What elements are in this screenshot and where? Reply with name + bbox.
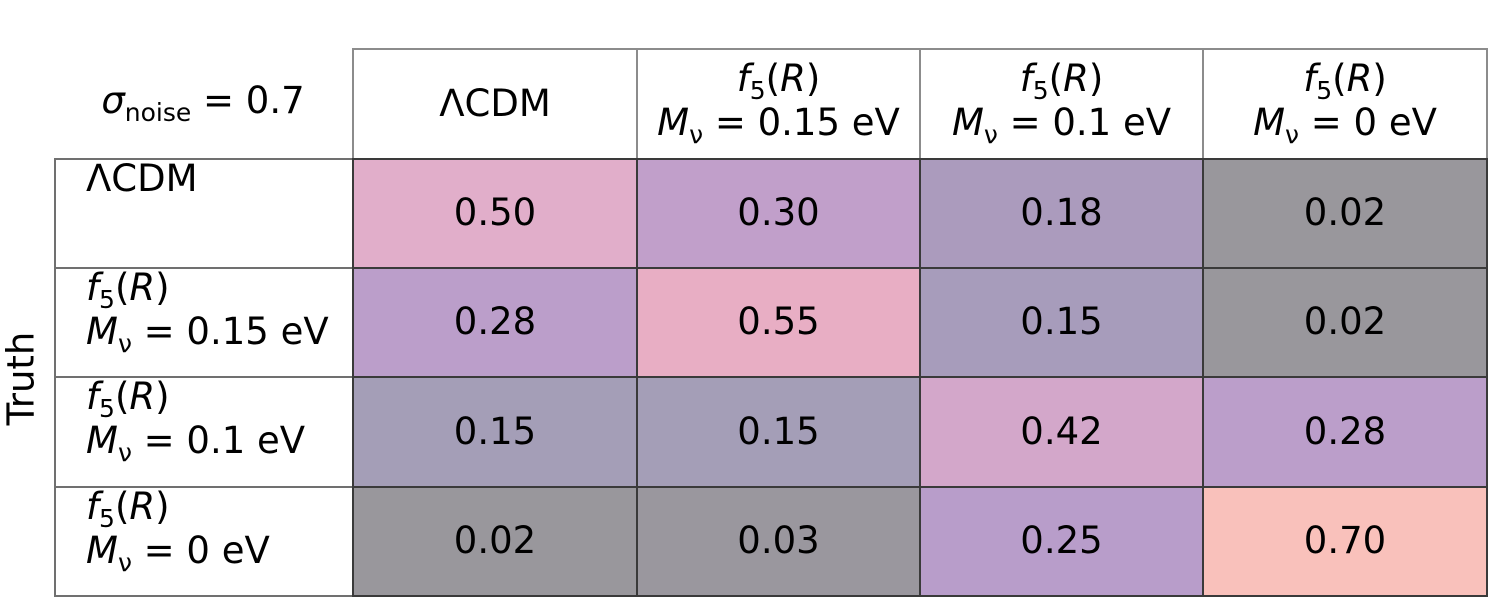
column-header-2: f5(R) Mν = 0.1 eV <box>919 48 1204 160</box>
matrix-cell-1-0: 0.28 <box>352 267 638 378</box>
matrix-cell-2-2: 0.42 <box>919 376 1204 488</box>
corner-value: = 0.7 <box>191 79 305 122</box>
row-label-2: f5(R) Mν = 0.1 eV <box>54 376 354 488</box>
column-header-0: ΛCDM <box>352 48 638 160</box>
column-header-3-line1: f5(R) <box>1303 56 1387 105</box>
matrix-cell-3-0: 0.02 <box>352 486 638 597</box>
matrix-cell-2-3: 0.28 <box>1202 376 1488 488</box>
row-label-1: f5(R) Mν = 0.15 eV <box>54 267 354 378</box>
matrix-cell-1-1: 0.55 <box>636 267 921 378</box>
column-header-1-line1: f5(R) <box>736 56 821 105</box>
y-axis-label-text: Truth <box>0 331 43 425</box>
corner-label: σnoise = 0.7 <box>54 48 352 158</box>
column-header-2-line1: f5(R) <box>1019 56 1104 105</box>
matrix-cell-0-3: 0.02 <box>1202 158 1488 269</box>
matrix-cell-2-1: 0.15 <box>636 376 921 488</box>
column-header-1: f5(R) Mν = 0.15 eV <box>636 48 921 160</box>
row-label-3-line2: Mν = 0 eV <box>86 529 270 578</box>
row-label-3: f5(R) Mν = 0 eV <box>54 486 354 597</box>
column-header-1-line2: Mν = 0.15 eV <box>657 101 900 149</box>
row-label-0-line1: ΛCDM <box>86 157 198 200</box>
y-axis-label: Truth <box>0 318 43 438</box>
matrix-cell-3-3: 0.70 <box>1202 486 1488 597</box>
row-label-1-line2: Mν = 0.15 eV <box>86 310 329 359</box>
matrix-cell-0-0: 0.50 <box>352 158 638 269</box>
matrix-cell-0-1: 0.30 <box>636 158 921 269</box>
row-label-1-line1: f5(R) <box>86 266 170 314</box>
matrix-cell-1-3: 0.02 <box>1202 267 1488 378</box>
row-label-0: ΛCDM <box>54 158 354 269</box>
row-label-2-line2: Mν = 0.1 eV <box>86 419 306 468</box>
column-header-3-line2: Mν = 0 eV <box>1253 101 1437 149</box>
sigma-symbol: σ <box>101 79 125 122</box>
row-label-3-line1: f5(R) <box>86 485 170 533</box>
matrix-cell-3-2: 0.25 <box>919 486 1204 597</box>
column-header-0-line1: ΛCDM <box>439 81 551 125</box>
matrix-cell-0-2: 0.18 <box>919 158 1204 269</box>
matrix-cell-3-1: 0.03 <box>636 486 921 597</box>
column-header-3: f5(R) Mν = 0 eV <box>1202 48 1488 160</box>
sigma-subscript: noise <box>124 98 192 127</box>
matrix-cell-2-0: 0.15 <box>352 376 638 488</box>
column-header-2-line2: Mν = 0.1 eV <box>951 101 1172 149</box>
corner-label-text: σnoise = 0.7 <box>101 79 304 127</box>
matrix-cell-1-2: 0.15 <box>919 267 1204 378</box>
row-label-2-line1: f5(R) <box>86 375 170 423</box>
